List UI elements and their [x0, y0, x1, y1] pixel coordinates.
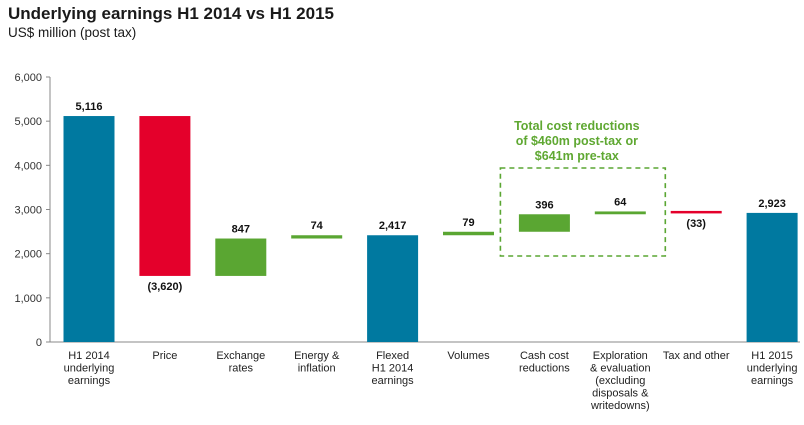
category-label: Energy & inflation	[294, 350, 340, 375]
category-label-line: Volumes	[447, 350, 490, 362]
cost-reduction-note: Total cost reductions of $460m post-tax o…	[514, 119, 640, 163]
waterfall-bar	[291, 235, 343, 239]
category-label-line: reductions	[519, 363, 570, 375]
category-label: Tax and other	[663, 350, 730, 362]
category-label-line: Flexed	[376, 350, 409, 362]
cost-reduction-note-line: $641m pre-tax	[535, 149, 619, 163]
category-label: H1 2015 underlying earnings	[747, 350, 798, 387]
y-tick-label: 1,000	[14, 293, 42, 305]
category-label-line: rates	[229, 363, 254, 375]
category-label-line: inflation	[298, 363, 336, 375]
category-label: Flexed H1 2014 earnings	[371, 350, 414, 387]
category-label-line: H1 2014	[68, 350, 110, 362]
category-label-line: earnings	[751, 375, 794, 387]
y-tick-label: 2,000	[14, 249, 42, 261]
waterfall-bar	[215, 238, 267, 276]
category-label-line: earnings	[371, 375, 414, 387]
waterfall-bar	[139, 116, 191, 276]
data-label: (33)	[686, 218, 706, 230]
category-label: Price	[152, 350, 177, 362]
category-label: Exploration & evaluation (excluding disposa…	[590, 350, 651, 412]
data-label: 5,116	[76, 101, 103, 113]
y-tick-label: 6,000	[14, 72, 42, 84]
y-tick-label: 4,000	[14, 160, 42, 172]
data-label: (3,620)	[147, 281, 182, 293]
category-label-line: H1 2014	[372, 363, 414, 375]
category-label-line: Price	[152, 350, 177, 362]
category-label-line: disposals &	[592, 388, 649, 400]
category-label-line: earnings	[68, 375, 111, 387]
data-label: 74	[311, 220, 324, 232]
data-label: 79	[462, 217, 474, 229]
chart-title: Underlying earnings H1 2014 vs H1 2015	[8, 4, 334, 23]
category-label-line: Exploration	[593, 350, 648, 362]
waterfall-bar	[367, 235, 419, 342]
category-label-line: H1 2015	[751, 350, 793, 362]
category-label-line: (excluding	[595, 375, 645, 387]
category-label-line: Exchange	[216, 350, 265, 362]
data-label: 847	[232, 224, 250, 236]
category-label: Volumes	[447, 350, 490, 362]
cost-reduction-note-line: Total cost reductions	[514, 119, 640, 133]
category-label: Cash cost reductions	[519, 350, 570, 375]
category-label-line: & evaluation	[590, 363, 651, 375]
waterfall-bar	[443, 231, 494, 236]
cost-reduction-note-line: of $460m post-tax or	[516, 134, 638, 148]
data-label: 64	[614, 196, 627, 208]
data-label: 396	[535, 199, 553, 211]
waterfall-bar	[518, 214, 570, 232]
waterfall-bar	[63, 116, 115, 342]
cost-reduction-box	[499, 167, 667, 257]
data-label: 2,923	[758, 198, 786, 210]
category-label-line: Energy &	[294, 350, 340, 362]
y-tick-label: 3,000	[14, 205, 42, 217]
category-label-line: Tax and other	[663, 350, 730, 362]
data-label: 2,417	[379, 220, 407, 232]
category-label: H1 2014 underlying earnings	[64, 350, 115, 387]
y-tick-label: 5,000	[14, 116, 42, 128]
category-label-line: underlying	[747, 363, 798, 375]
category-label-line: writedowns)	[590, 400, 650, 412]
waterfall-bar	[746, 212, 798, 342]
category-label-line: Cash cost	[520, 350, 569, 362]
waterfall-bar	[594, 211, 646, 215]
category-label-line: underlying	[64, 363, 115, 375]
waterfall-bar	[670, 210, 722, 214]
category-label: Exchange rates	[216, 350, 265, 375]
y-tick-label: 0	[36, 337, 42, 349]
chart-subtitle: US$ million (post tax)	[8, 25, 137, 40]
